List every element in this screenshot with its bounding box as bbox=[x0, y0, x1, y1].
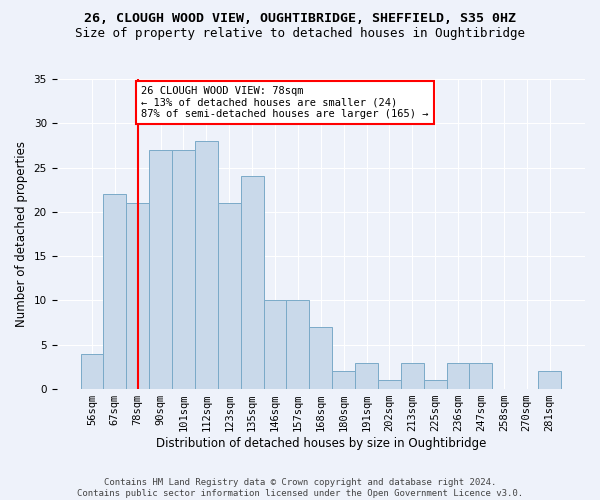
Bar bbox=[378, 380, 401, 389]
Bar bbox=[241, 176, 263, 389]
Bar bbox=[286, 300, 310, 389]
Bar bbox=[310, 327, 332, 389]
Text: Size of property relative to detached houses in Oughtibridge: Size of property relative to detached ho… bbox=[75, 28, 525, 40]
Bar bbox=[332, 372, 355, 389]
Bar bbox=[538, 372, 561, 389]
Bar bbox=[218, 203, 241, 389]
X-axis label: Distribution of detached houses by size in Oughtibridge: Distribution of detached houses by size … bbox=[155, 437, 486, 450]
Bar bbox=[446, 362, 469, 389]
Bar bbox=[195, 141, 218, 389]
Bar bbox=[401, 362, 424, 389]
Bar bbox=[355, 362, 378, 389]
Text: Contains HM Land Registry data © Crown copyright and database right 2024.
Contai: Contains HM Land Registry data © Crown c… bbox=[77, 478, 523, 498]
Bar bbox=[263, 300, 286, 389]
Bar bbox=[469, 362, 493, 389]
Bar bbox=[172, 150, 195, 389]
Bar bbox=[424, 380, 446, 389]
Bar bbox=[127, 203, 149, 389]
Bar bbox=[80, 354, 103, 389]
Y-axis label: Number of detached properties: Number of detached properties bbox=[15, 141, 28, 327]
Bar bbox=[149, 150, 172, 389]
Text: 26 CLOUGH WOOD VIEW: 78sqm
← 13% of detached houses are smaller (24)
87% of semi: 26 CLOUGH WOOD VIEW: 78sqm ← 13% of deta… bbox=[141, 86, 428, 120]
Text: 26, CLOUGH WOOD VIEW, OUGHTIBRIDGE, SHEFFIELD, S35 0HZ: 26, CLOUGH WOOD VIEW, OUGHTIBRIDGE, SHEF… bbox=[84, 12, 516, 26]
Bar bbox=[103, 194, 127, 389]
